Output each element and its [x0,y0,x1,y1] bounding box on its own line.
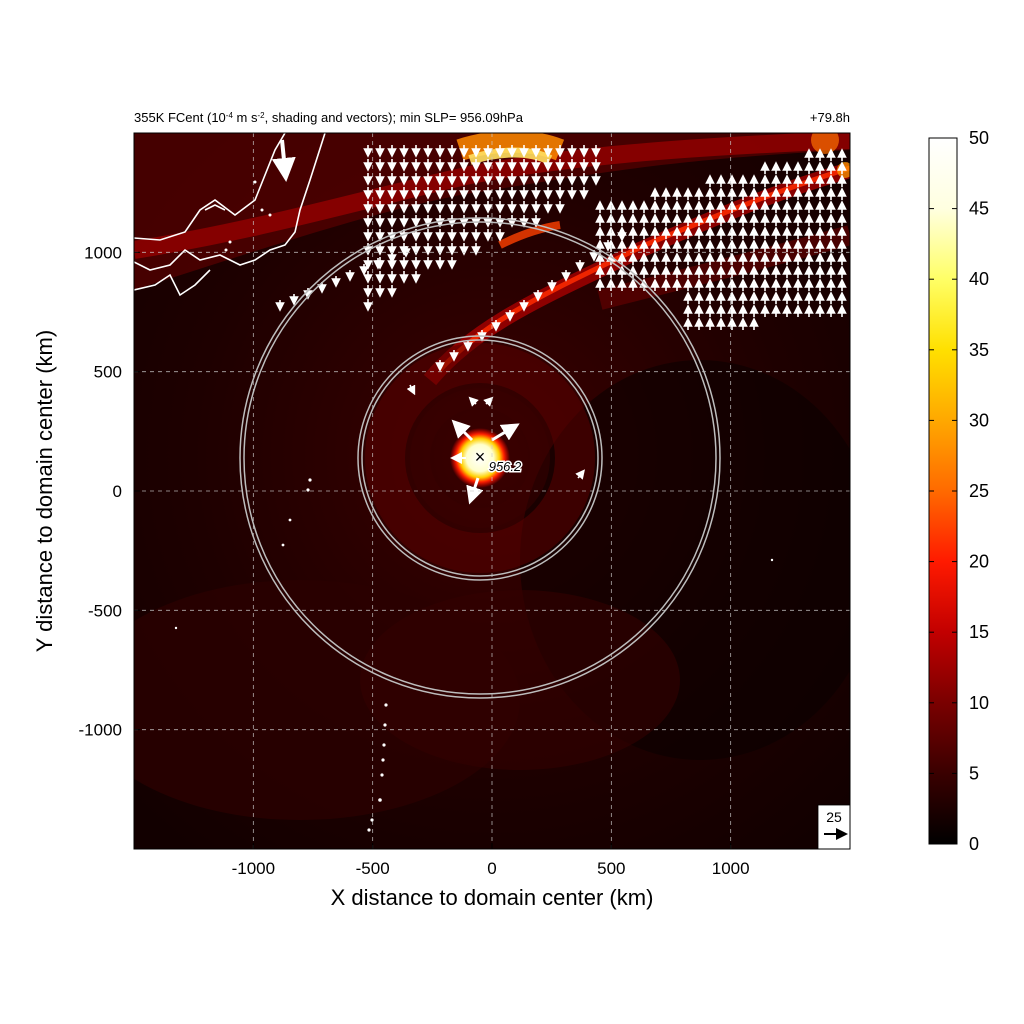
colorbar-tick-label: 15 [969,622,989,642]
vector-arrow [575,469,585,480]
colorbar-tick-label: 20 [969,552,989,572]
y-tick-label: -1000 [79,721,122,740]
vector-field [271,139,847,505]
y-tick-label: 500 [94,363,122,382]
colorbar-tick-label: 40 [969,269,989,289]
vector-arrow [483,396,494,407]
colorbar-tick-label: 30 [969,410,989,430]
colorbar-tick-label: 10 [969,693,989,713]
vector-key-value: 25 [826,809,842,825]
vector-arrow [491,423,520,442]
forecast-hour-label: +79.8h [810,110,850,125]
range-ring-inner-outline [357,335,603,581]
vector-key: 25 [817,804,850,849]
vector-arrow [406,384,416,396]
x-tick-label: 0 [487,859,496,878]
range-ring-outer-outline [239,217,721,699]
range-ring-inner [361,339,599,577]
range-ring-outer [243,221,717,695]
colorbar-tick-label: 25 [969,481,989,501]
range-rings [239,217,721,699]
vector-arrow [271,139,296,182]
x-tick-label: -500 [356,859,390,878]
plot-area: × 956.2 25 [134,133,850,849]
x-tick-label: -1000 [232,859,275,878]
y-tick-label: 0 [113,482,122,501]
vector-arrow [451,419,474,442]
y-axis: -1000 -500 0 500 1000 [79,243,140,740]
colorbar-tick-label: 5 [969,763,979,783]
vector-arrow [466,477,484,505]
storm-center-marker: × [475,447,486,467]
plot-title: 355K FCent (10-4 m s-2, shading and vect… [134,110,524,125]
x-tick-label: 1000 [712,859,750,878]
colorbar-tick-label: 45 [969,199,989,219]
colorbar-tick-label: 0 [969,834,979,854]
y-tick-label: -500 [88,601,122,620]
island-dots [174,180,774,832]
colorbar-tick-label: 50 [969,128,989,148]
x-tick-label: 500 [597,859,625,878]
y-axis-label: Y distance to domain center (km) [32,330,57,652]
y-tick-label: 1000 [84,243,122,262]
colorbar-tick-label: 35 [969,340,989,360]
coastline [134,133,326,297]
colorbar-ticks: 0 5 10 15 20 25 30 35 40 45 50 [929,128,989,854]
min-pressure-label: 956.2 [489,459,522,474]
x-axis: -1000 -500 0 500 1000 [232,843,750,878]
vector-arrow [468,396,479,407]
x-axis-label: X distance to domain center (km) [331,885,654,910]
